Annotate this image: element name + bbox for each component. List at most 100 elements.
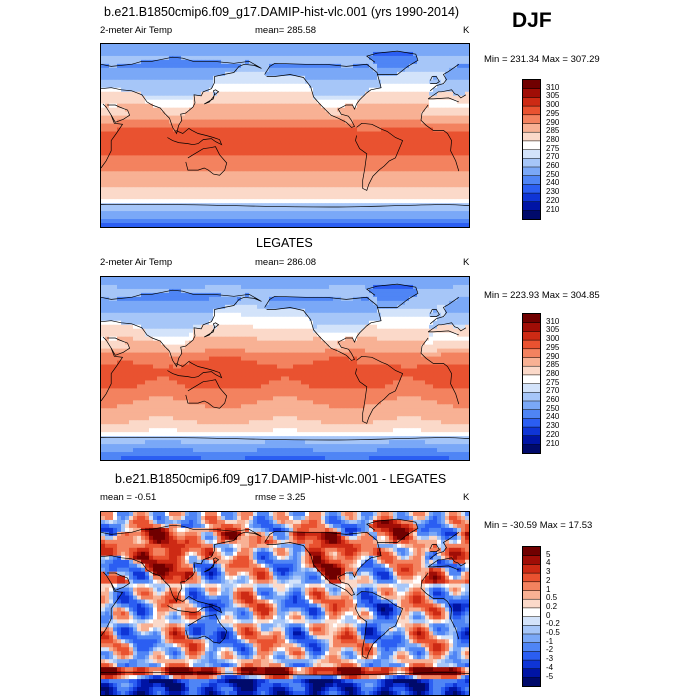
field-cell [157,63,162,69]
field-cell [305,219,310,224]
colorbar-tick-label: 275 [546,143,560,153]
field-cell [337,296,342,302]
field-cell [109,75,114,81]
field-cell [281,187,286,192]
field-cell [101,115,106,120]
field-cell [173,44,178,49]
field-cell [265,107,270,113]
field-cell [289,183,294,188]
field-cell [409,135,414,140]
field-cell [145,131,150,136]
field-cell [465,103,469,109]
field-cell [141,296,146,302]
field-cell [337,277,342,282]
field-cell [397,107,402,113]
field-cell [173,111,178,117]
field-cell [197,223,202,227]
field-cell [425,195,430,200]
field-cell [129,67,134,73]
field-cell [273,71,278,77]
field-cell [241,288,246,294]
field-cell [101,300,106,306]
field-cell [461,292,466,298]
field-cell [281,47,286,53]
field-cell [197,199,202,204]
field-cell [245,44,250,49]
field-cell [233,284,238,290]
field-cell [437,183,442,188]
field-cell [289,103,294,109]
field-cell [333,83,338,89]
field-cell [317,99,322,105]
field-cell [173,75,178,81]
field-cell [365,59,370,65]
field-cell [121,219,126,224]
field-cell [197,280,202,286]
field-cell [397,55,402,61]
field-cell [221,159,226,164]
field-cell [453,47,458,53]
field-cell [141,175,146,180]
field-cell [241,171,246,176]
field-cell [433,55,438,61]
field-cell [189,179,194,184]
field-cell [357,288,362,294]
field-cell [149,183,154,188]
field-cell [149,219,154,224]
field-cell [437,296,442,302]
field-cell [457,99,462,105]
field-cell [289,280,294,286]
field-cell [177,171,182,176]
field-cell [281,75,286,81]
field-cell [373,75,378,81]
field-cell [301,163,306,168]
field-cell [329,280,334,286]
field-cell [353,211,358,216]
field-cell [173,95,178,101]
field-cell [373,183,378,188]
field-cell [209,159,214,164]
field-cell [237,127,242,132]
field-cell [137,296,142,302]
field-cell [297,163,302,168]
field-cell [305,63,310,69]
field-cell [369,55,374,61]
field-cell [165,99,170,105]
field-cell [153,59,158,65]
field-cell [137,187,142,192]
field-cell [417,163,422,168]
field-cell [309,155,314,160]
field-cell [245,55,250,61]
field-cell [137,119,142,124]
field-cell [413,55,418,61]
field-cell [177,75,182,81]
field-cell [373,71,378,77]
field-cell [353,79,358,85]
field-cell [221,127,226,132]
field-cell [313,59,318,65]
field-cell [173,280,178,286]
field-cell [297,187,302,192]
field-cell [429,123,434,128]
field-cell [141,300,146,306]
field-cell [277,79,282,85]
field-cell [261,151,266,156]
field-cell [241,304,246,310]
field-cell [197,171,202,176]
field-cell [157,139,162,144]
field-cell [293,155,298,160]
field-cell [181,159,186,164]
field-cell [405,163,410,168]
field-cell [117,155,122,160]
panel-2-units-label: K [463,257,470,268]
field-cell [313,296,318,302]
field-cell [189,131,194,136]
field-cell [221,55,226,61]
field-cell [177,195,182,200]
field-cell [193,296,198,302]
field-cell [161,143,166,148]
field-cell [181,103,186,109]
field-cell [153,199,158,204]
field-cell [105,47,110,53]
field-cell [281,59,286,65]
